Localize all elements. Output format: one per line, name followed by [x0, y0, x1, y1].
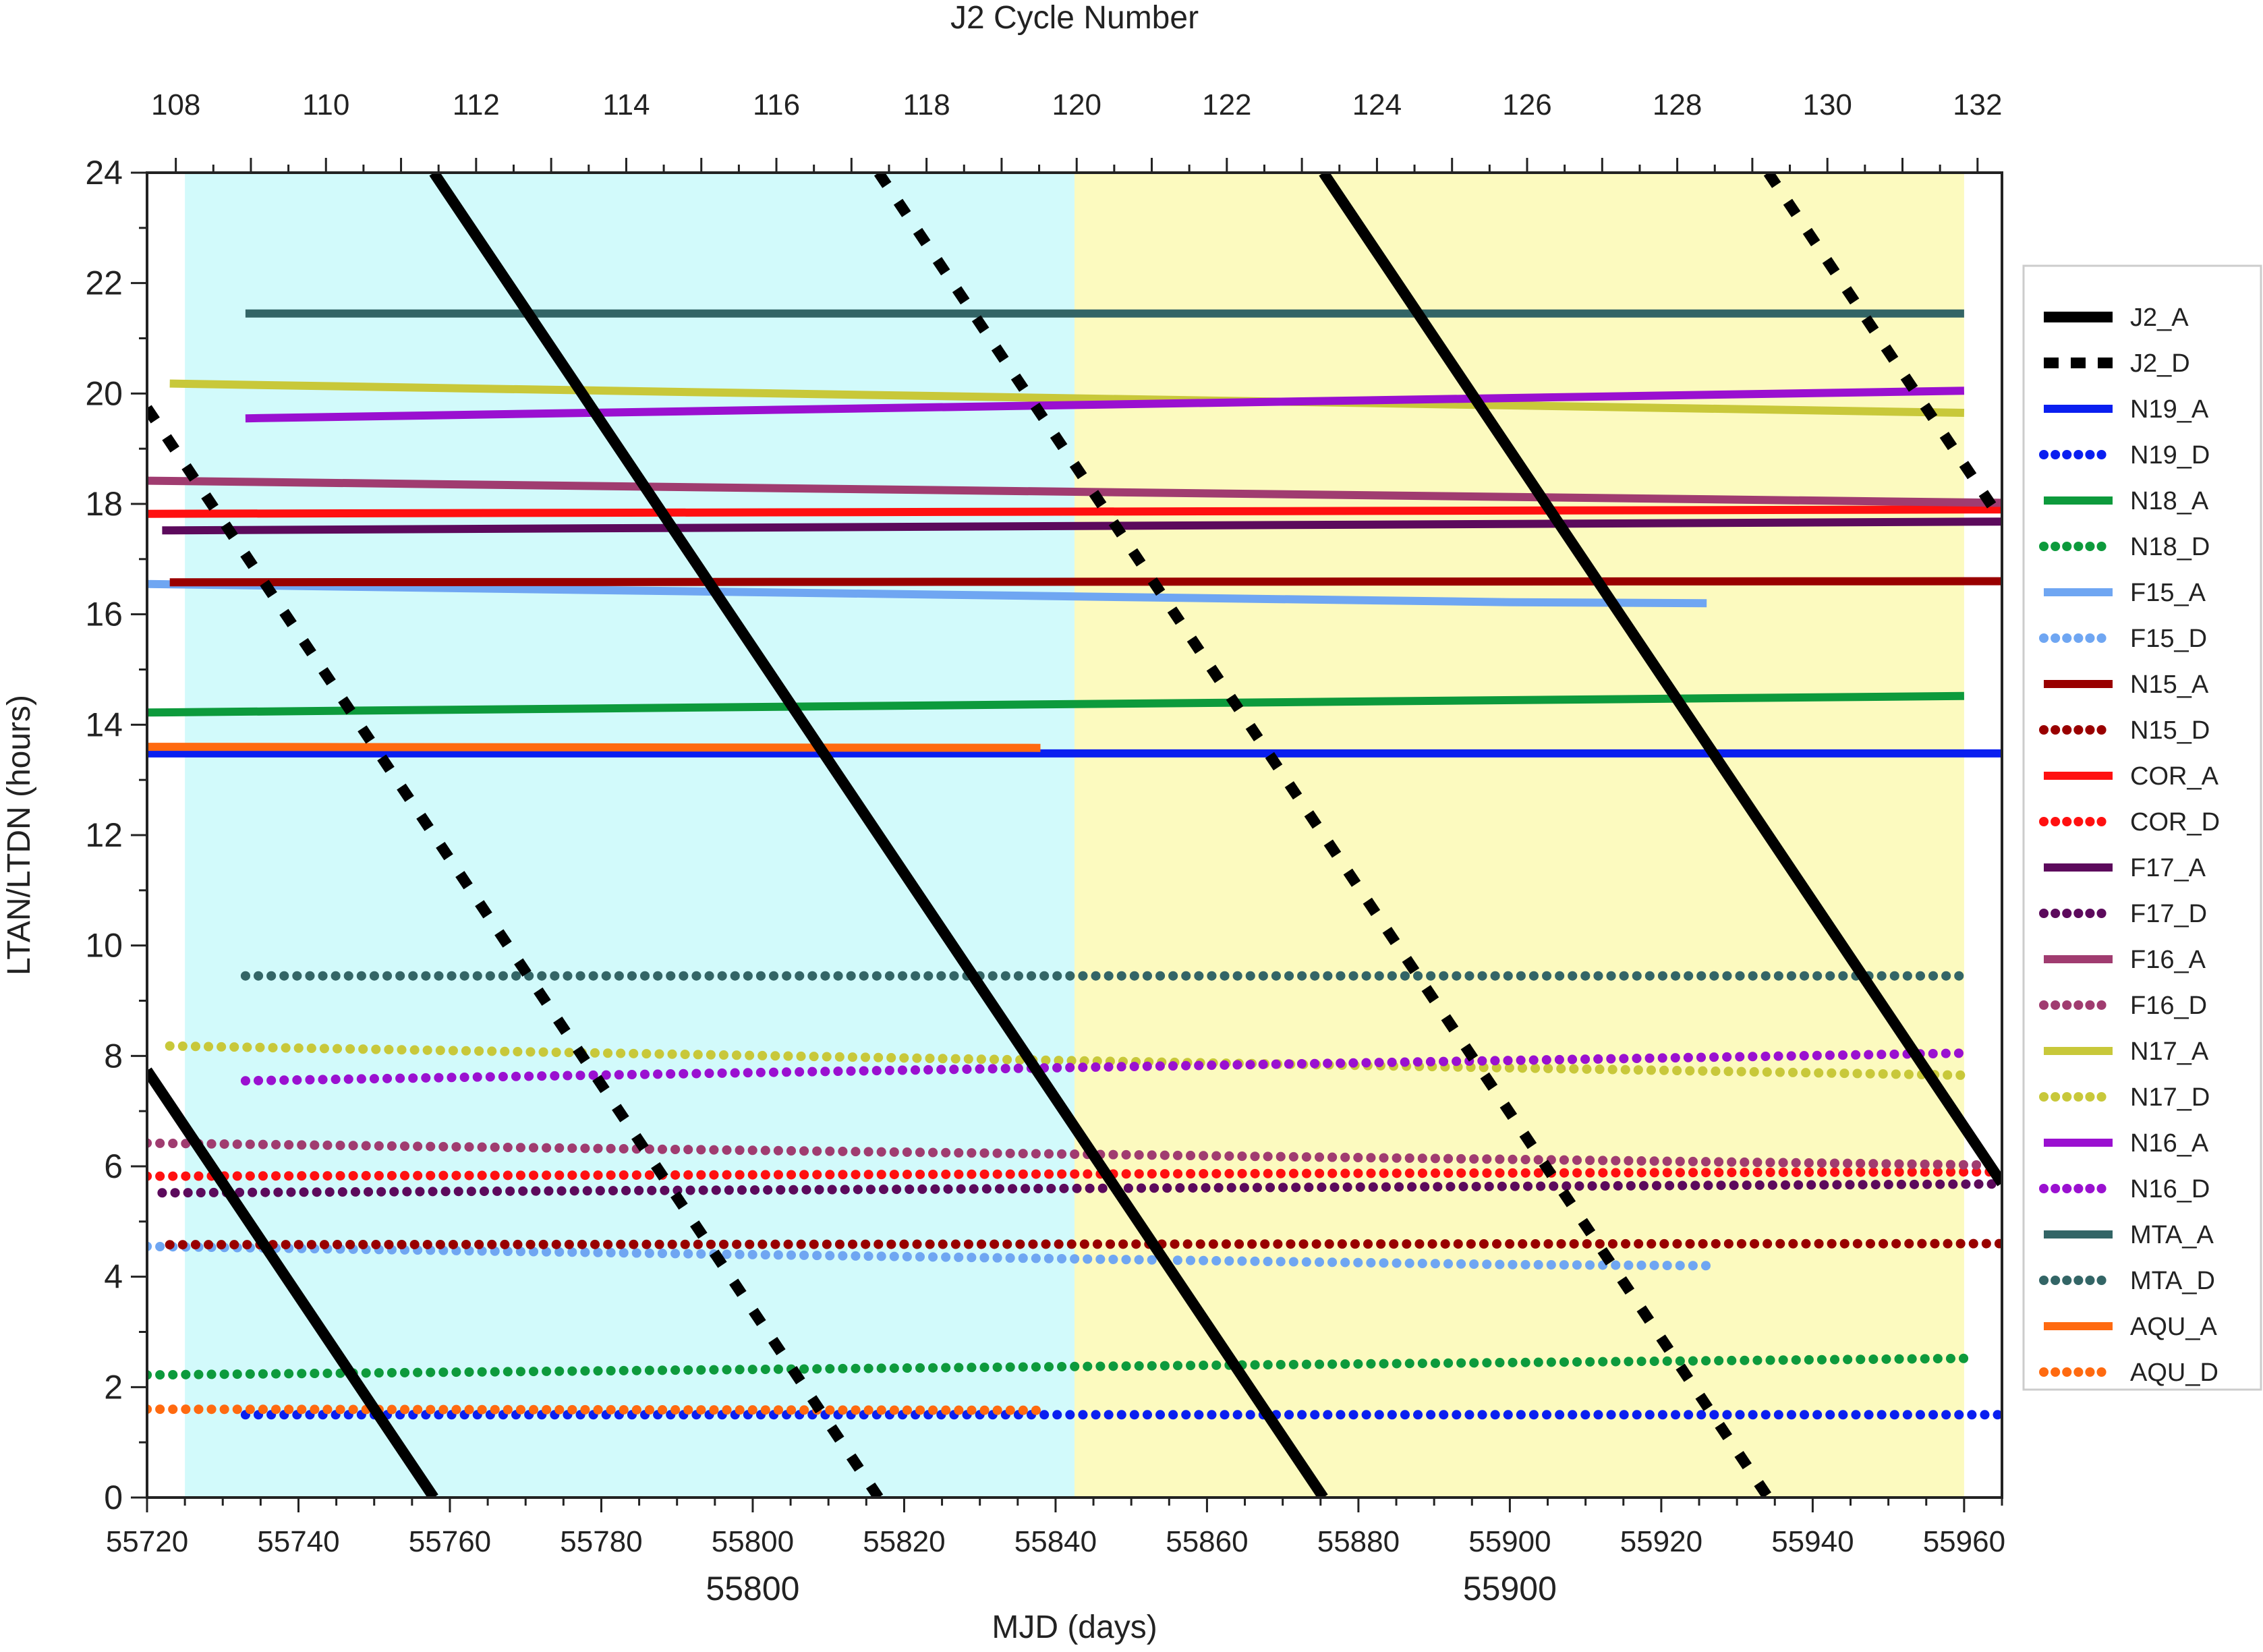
x-tick-label-secondary: 55800	[706, 1570, 799, 1607]
legend-label: N15_D	[2130, 716, 2210, 745]
x-tick-label: 55900	[1468, 1525, 1551, 1558]
series-aqu-d-line	[147, 1404, 1045, 1415]
x-tick-label: 55840	[1014, 1525, 1097, 1558]
series-cor-a-line	[147, 505, 2002, 518]
legend-label: N18_A	[2130, 487, 2209, 515]
series-n17-a-line	[169, 379, 1964, 417]
y-tick-label: 8	[104, 1037, 123, 1075]
legend-label: F16_A	[2130, 946, 2206, 974]
top-tick-label: 112	[453, 88, 500, 121]
legend-label: F17_A	[2130, 854, 2206, 882]
x-tick-label: 55740	[257, 1525, 339, 1558]
series-n15-d-line	[165, 1238, 2002, 1250]
x-tick-label: 55760	[409, 1525, 491, 1558]
series-n16-a-line	[245, 387, 1964, 423]
y-tick-label: 18	[85, 485, 123, 523]
top-tick-label: 120	[1052, 88, 1101, 121]
series-f17-a-line	[162, 517, 2002, 535]
legend-label: F16_D	[2130, 992, 2207, 1020]
x-tick-label: 55780	[560, 1525, 642, 1558]
legend-label: AQU_A	[2130, 1313, 2217, 1341]
y-tick-label: 16	[85, 596, 123, 633]
y-tick-label: 0	[104, 1479, 123, 1516]
y-tick-label: 6	[104, 1147, 123, 1185]
top-tick-label: 126	[1502, 88, 1551, 121]
y-tick-label: 10	[85, 927, 123, 965]
legend-label: MTA_D	[2130, 1267, 2215, 1295]
legend-label: J2_D	[2130, 349, 2190, 378]
x-tick-label: 55720	[106, 1525, 188, 1558]
top-tick-label: 110	[302, 88, 349, 121]
legend-label: F17_D	[2130, 900, 2207, 928]
top-tick-label: 118	[903, 88, 950, 121]
x-tick-label: 55920	[1620, 1525, 1702, 1558]
series-aqu-a-line	[147, 743, 1041, 752]
top-tick-label: 122	[1202, 88, 1251, 121]
x-tick-label: 55960	[1923, 1525, 2005, 1558]
shaded-region-2	[1075, 173, 1964, 1498]
y-tick-label: 24	[85, 154, 123, 192]
y-tick-label: 4	[104, 1258, 123, 1296]
x-tick-label: 55940	[1771, 1525, 1854, 1558]
legend-label: AQU_D	[2130, 1359, 2218, 1387]
x-axis-title: MJD (days)	[992, 1610, 1157, 1645]
series-j2-a-segment	[429, 173, 1328, 1498]
legend-label: N16_D	[2130, 1175, 2210, 1203]
top-tick-label: 116	[753, 88, 800, 121]
y-tick-label: 2	[104, 1368, 123, 1406]
y-tick-label: 22	[85, 264, 123, 302]
legend-label: J2_A	[2130, 304, 2189, 332]
y-tick-label: 12	[85, 816, 123, 854]
legend-label: N19_D	[2130, 441, 2210, 469]
x-tick-label: 55880	[1317, 1525, 1400, 1558]
y-tick-label: 14	[85, 706, 123, 743]
legend-label: N16_A	[2130, 1129, 2209, 1158]
series-j2-a-segment	[1319, 173, 2002, 1187]
legend-label: F15_D	[2130, 625, 2207, 653]
series-n17-d-line	[165, 1041, 1969, 1080]
x-tick-label: 55820	[863, 1525, 945, 1558]
top-tick-label: 132	[1953, 88, 2002, 121]
series-f16-d-line	[147, 1138, 2002, 1170]
top-tick-label: 128	[1653, 88, 1702, 121]
x-tick-label: 55860	[1166, 1525, 1248, 1558]
legend-label: N17_A	[2130, 1037, 2209, 1066]
top-tick-label: 124	[1352, 88, 1402, 121]
top-tick-label: 114	[602, 88, 650, 121]
y-axis-title: LTAN/LTDN (hours)	[1, 695, 37, 975]
legend-label: COR_D	[2130, 808, 2220, 836]
legend-label: N19_A	[2130, 395, 2209, 424]
legend-label: MTA_A	[2130, 1221, 2214, 1249]
series-j2-d-segment	[147, 405, 884, 1498]
series-n15-a-line	[169, 577, 2002, 587]
x-tick-label-secondary: 55900	[1463, 1570, 1557, 1607]
series-n18-a-line	[147, 691, 1964, 717]
series-n16-d-line	[240, 1048, 1969, 1086]
top-tick-label: 130	[1802, 88, 1852, 121]
legend-label: N18_D	[2130, 533, 2210, 561]
top-tick-label: 108	[151, 88, 200, 121]
x-tick-label: 55800	[712, 1525, 794, 1558]
series-cor-d-line	[147, 1167, 2002, 1181]
legend-label: N15_A	[2130, 671, 2209, 699]
legend-label: N17_D	[2130, 1083, 2210, 1112]
y-tick-label: 20	[85, 374, 123, 412]
legend-label: COR_A	[2130, 762, 2219, 791]
shaded-region-1	[185, 173, 1075, 1498]
legend-label: F15_A	[2130, 579, 2206, 607]
series-f16-a-line	[147, 476, 2002, 507]
top-axis-title: J2 Cycle Number	[950, 0, 1199, 36]
series-j2-a-segment	[147, 1067, 438, 1498]
series-f17-d-line	[157, 1179, 2002, 1198]
